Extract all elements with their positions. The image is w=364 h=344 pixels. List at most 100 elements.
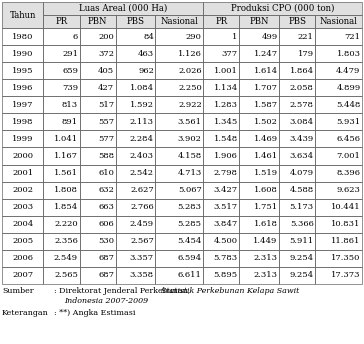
- Bar: [116, 267, 155, 284]
- Bar: [43, 233, 79, 250]
- Bar: [43, 113, 79, 130]
- Bar: [315, 15, 362, 28]
- Text: Sumber: Sumber: [2, 287, 33, 295]
- Bar: [2, 216, 43, 233]
- Bar: [155, 79, 203, 96]
- Bar: [79, 267, 116, 284]
- Bar: [2, 96, 43, 113]
- Text: 6: 6: [73, 33, 78, 41]
- Text: PR: PR: [215, 17, 228, 26]
- Bar: [203, 250, 240, 267]
- Bar: [203, 2, 362, 15]
- Bar: [43, 130, 79, 148]
- Text: PBS: PBS: [127, 17, 145, 26]
- Bar: [240, 15, 279, 28]
- Bar: [116, 62, 155, 79]
- Bar: [2, 28, 43, 45]
- Text: 463: 463: [138, 50, 154, 57]
- Bar: [79, 164, 116, 182]
- Bar: [79, 216, 116, 233]
- Bar: [116, 113, 155, 130]
- Bar: [155, 130, 203, 148]
- Text: 1.808: 1.808: [54, 186, 78, 194]
- Text: PBN: PBN: [249, 17, 269, 26]
- Text: 1.126: 1.126: [178, 50, 202, 57]
- Bar: [203, 2, 362, 15]
- Bar: [203, 216, 240, 233]
- Bar: [203, 79, 240, 96]
- Bar: [315, 216, 362, 233]
- Bar: [155, 130, 203, 148]
- Bar: [116, 250, 155, 267]
- Text: PR: PR: [55, 17, 68, 26]
- Text: 8.396: 8.396: [336, 169, 360, 177]
- Bar: [2, 79, 43, 96]
- Bar: [279, 45, 315, 62]
- Bar: [240, 62, 279, 79]
- Bar: [279, 96, 315, 113]
- Bar: [203, 130, 240, 148]
- Text: 1.618: 1.618: [254, 220, 278, 228]
- Text: 1.461: 1.461: [254, 152, 278, 160]
- Bar: [2, 182, 43, 199]
- Bar: [315, 28, 362, 45]
- Text: 2.313: 2.313: [254, 255, 278, 262]
- Text: 1.707: 1.707: [254, 84, 278, 92]
- Text: 1.502: 1.502: [254, 118, 278, 126]
- Bar: [116, 130, 155, 148]
- Text: PBS: PBS: [288, 17, 306, 26]
- Bar: [279, 130, 315, 148]
- Text: 3.847: 3.847: [214, 220, 238, 228]
- Bar: [43, 15, 79, 28]
- Bar: [43, 148, 79, 164]
- Bar: [155, 15, 203, 28]
- Text: 7.001: 7.001: [337, 152, 360, 160]
- Bar: [79, 15, 116, 28]
- Bar: [315, 148, 362, 164]
- Bar: [155, 233, 203, 250]
- Bar: [2, 28, 43, 45]
- Bar: [116, 164, 155, 182]
- Bar: [116, 216, 155, 233]
- Bar: [43, 199, 79, 216]
- Bar: [116, 267, 155, 284]
- Text: 4.158: 4.158: [178, 152, 202, 160]
- Bar: [116, 96, 155, 113]
- Text: 2.313: 2.313: [254, 271, 278, 279]
- Text: Luas Areal (000 Ha): Luas Areal (000 Ha): [79, 4, 167, 13]
- Bar: [155, 182, 203, 199]
- Bar: [203, 96, 240, 113]
- Text: 372: 372: [98, 50, 114, 57]
- Text: 659: 659: [62, 67, 78, 75]
- Bar: [240, 62, 279, 79]
- Bar: [240, 113, 279, 130]
- Bar: [116, 130, 155, 148]
- Text: 221: 221: [298, 33, 314, 41]
- Bar: [240, 199, 279, 216]
- Bar: [79, 216, 116, 233]
- Bar: [2, 199, 43, 216]
- Bar: [315, 28, 362, 45]
- Bar: [43, 216, 79, 233]
- Bar: [203, 79, 240, 96]
- Bar: [203, 199, 240, 216]
- Text: 1996: 1996: [12, 84, 33, 92]
- Text: 2004: 2004: [12, 220, 33, 228]
- Bar: [315, 45, 362, 62]
- Bar: [155, 79, 203, 96]
- Bar: [279, 267, 315, 284]
- Bar: [315, 233, 362, 250]
- Text: 10.441: 10.441: [331, 203, 360, 211]
- Bar: [155, 148, 203, 164]
- Bar: [203, 45, 240, 62]
- Bar: [2, 2, 43, 28]
- Bar: [2, 79, 43, 96]
- Bar: [315, 250, 362, 267]
- Bar: [203, 233, 240, 250]
- Bar: [79, 113, 116, 130]
- Bar: [2, 113, 43, 130]
- Bar: [279, 28, 315, 45]
- Text: 3.561: 3.561: [178, 118, 202, 126]
- Text: 2.113: 2.113: [130, 118, 154, 126]
- Text: 4.899: 4.899: [336, 84, 360, 92]
